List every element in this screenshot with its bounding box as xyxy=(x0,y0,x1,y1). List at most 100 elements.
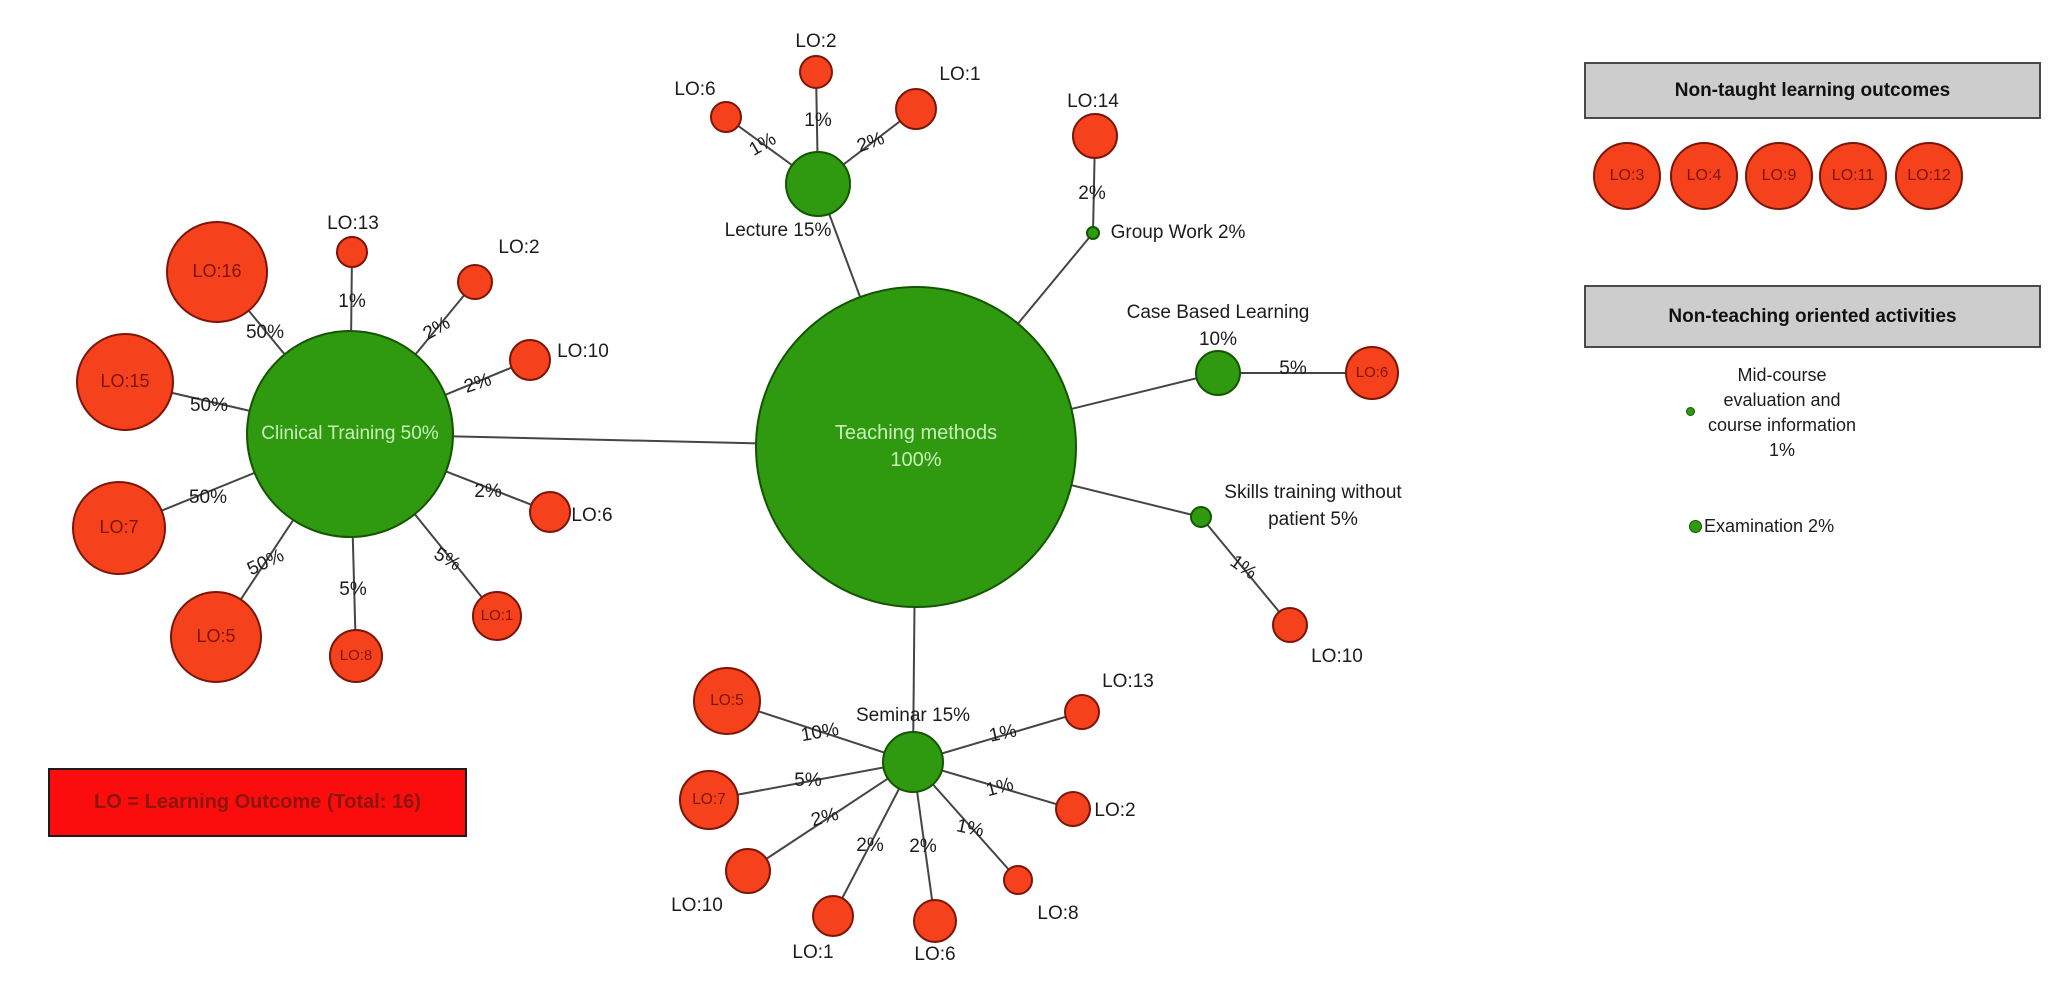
legend-lo-circle-lo12: LO:12 xyxy=(1895,142,1963,210)
edge-label-clinical-c15: 50% xyxy=(190,395,228,416)
edge-label-lecture-lec1: 2% xyxy=(854,128,887,157)
node-label-s1: LO:1 xyxy=(792,942,833,963)
node-c13 xyxy=(336,236,368,268)
edge-label-seminar-s2: 1% xyxy=(984,774,1016,801)
node-c7 xyxy=(72,481,166,575)
legend-non-teaching-header: Non-teaching oriented activities xyxy=(1584,285,2041,348)
node-label-s13: LO:13 xyxy=(1102,671,1154,692)
lo-definition-box: LO = Learning Outcome (Total: 16) xyxy=(48,768,467,837)
edge-label-seminar-s10: 2% xyxy=(809,804,841,831)
node-cbl6 xyxy=(1345,346,1399,400)
legend-lo-circle-lo9: LO:9 xyxy=(1745,142,1813,210)
edge-label-seminar-s8: 1% xyxy=(954,815,985,841)
mid-course-label: Mid-course evaluation and course informa… xyxy=(1707,365,1857,460)
edge-label-lecture-lec6: 1% xyxy=(746,129,780,161)
node-label-lec2: LO:2 xyxy=(795,31,836,52)
node-skills xyxy=(1190,506,1212,528)
mid-course-dot xyxy=(1686,407,1695,416)
edge-label-clinical-c2: 2% xyxy=(420,313,454,345)
edge-label-seminar-s6: 2% xyxy=(909,836,937,857)
edge-label-lecture-lec2: 1% xyxy=(804,110,832,131)
legend-non-taught-header: Non-taught learning outcomes xyxy=(1584,62,2041,119)
node-label-cbl-0: Case Based Learning xyxy=(1127,302,1310,323)
edge-label-clinical-c10: 2% xyxy=(462,369,495,397)
node-label-s8: LO:8 xyxy=(1037,903,1078,924)
node-label-s10: LO:10 xyxy=(671,895,723,916)
node-label-c6: LO:6 xyxy=(571,505,612,526)
node-label-s2: LO:2 xyxy=(1094,800,1135,821)
node-label-groupwork: Group Work 2% xyxy=(1111,222,1246,243)
node-label-clinical: Clinical Training 50% xyxy=(261,423,439,444)
node-lec6 xyxy=(710,101,742,133)
node-label-c10: LO:10 xyxy=(557,341,609,362)
node-s13 xyxy=(1064,694,1100,730)
edge-label-seminar-s7: 5% xyxy=(794,770,822,791)
node-label-cbl-1: 10% xyxy=(1199,329,1237,350)
node-c6 xyxy=(529,491,571,533)
legend-lo-circle-lo3: LO:3 xyxy=(1593,142,1661,210)
node-label-teaching-1: 100% xyxy=(890,449,941,471)
edge-label-clinical-c13: 1% xyxy=(338,291,366,312)
edge-skills-sk10 xyxy=(1200,516,1291,626)
node-groupwork xyxy=(1086,226,1100,240)
node-label-c16: LO:16 xyxy=(192,261,241,281)
node-s5 xyxy=(693,667,761,735)
node-lec1 xyxy=(895,88,937,130)
edge-label-seminar-s5: 10% xyxy=(799,719,840,746)
edge-label-clinical-c5: 50% xyxy=(244,545,287,580)
node-cbl xyxy=(1195,350,1241,396)
node-label-c2: LO:2 xyxy=(498,237,539,258)
node-label-seminar: Seminar 15% xyxy=(856,705,970,726)
node-c10 xyxy=(509,339,551,381)
node-c16 xyxy=(166,221,268,323)
node-label-teaching-0: Teaching methods xyxy=(835,422,997,444)
node-clinical xyxy=(246,330,454,538)
edge-label-clinical-c6: 2% xyxy=(474,481,502,502)
node-label-sk10: LO:10 xyxy=(1311,646,1363,667)
node-c1 xyxy=(472,591,522,641)
node-label-c5: LO:5 xyxy=(196,626,235,646)
node-label-skills-1: patient 5% xyxy=(1268,509,1358,530)
node-label-c1: LO:1 xyxy=(481,607,514,624)
node-s1 xyxy=(812,895,854,937)
edge-seminar-s7 xyxy=(708,761,914,801)
node-label-c15: LO:15 xyxy=(100,371,149,391)
node-lec2 xyxy=(799,55,833,89)
node-label-lecture: Lecture 15% xyxy=(725,220,832,241)
node-teaching xyxy=(755,286,1077,608)
node-label-lec1: LO:1 xyxy=(939,64,980,85)
node-label-c8: LO:8 xyxy=(340,647,373,664)
node-s8 xyxy=(1003,865,1033,895)
node-label-cbl6: LO:6 xyxy=(1356,364,1389,381)
edge-label-clinical-c7: 50% xyxy=(189,487,227,508)
legend-lo-circle-lo11: LO:11 xyxy=(1819,142,1887,210)
node-label-c7: LO:7 xyxy=(99,517,138,537)
node-label-lo14: LO:14 xyxy=(1067,91,1119,112)
legend-non-taught-title: Non-taught learning outcomes xyxy=(1674,79,1951,101)
node-label-s7: LO:7 xyxy=(692,791,726,808)
node-lecture xyxy=(785,151,851,217)
edge-label-clinical-c16: 50% xyxy=(246,322,284,343)
examination-label: Examination 2% xyxy=(1704,516,1835,536)
node-s10 xyxy=(725,848,771,894)
edge-label-cbl-cbl6: 5% xyxy=(1279,358,1307,379)
edge-label-clinical-c8: 5% xyxy=(339,579,367,600)
node-label-c13: LO:13 xyxy=(327,213,379,234)
examination-dot xyxy=(1689,520,1702,533)
node-c2 xyxy=(457,264,493,300)
edge-label-seminar-s13: 1% xyxy=(987,720,1018,746)
node-seminar xyxy=(882,731,944,793)
lo-definition-text: LO = Learning Outcome (Total: 16) xyxy=(94,791,421,813)
node-c8 xyxy=(329,629,383,683)
edge-label-seminar-s1: 2% xyxy=(856,835,884,856)
node-label-s6: LO:6 xyxy=(914,944,955,965)
node-c5 xyxy=(170,591,262,683)
node-label-lec6: LO:6 xyxy=(674,79,715,100)
edge-label-groupwork-lo14: 2% xyxy=(1078,183,1106,204)
node-sk10 xyxy=(1272,607,1308,643)
edge-seminar-s10 xyxy=(747,761,914,872)
legend-lo-circle-lo4: LO:4 xyxy=(1670,142,1738,210)
node-lo14 xyxy=(1072,113,1118,159)
